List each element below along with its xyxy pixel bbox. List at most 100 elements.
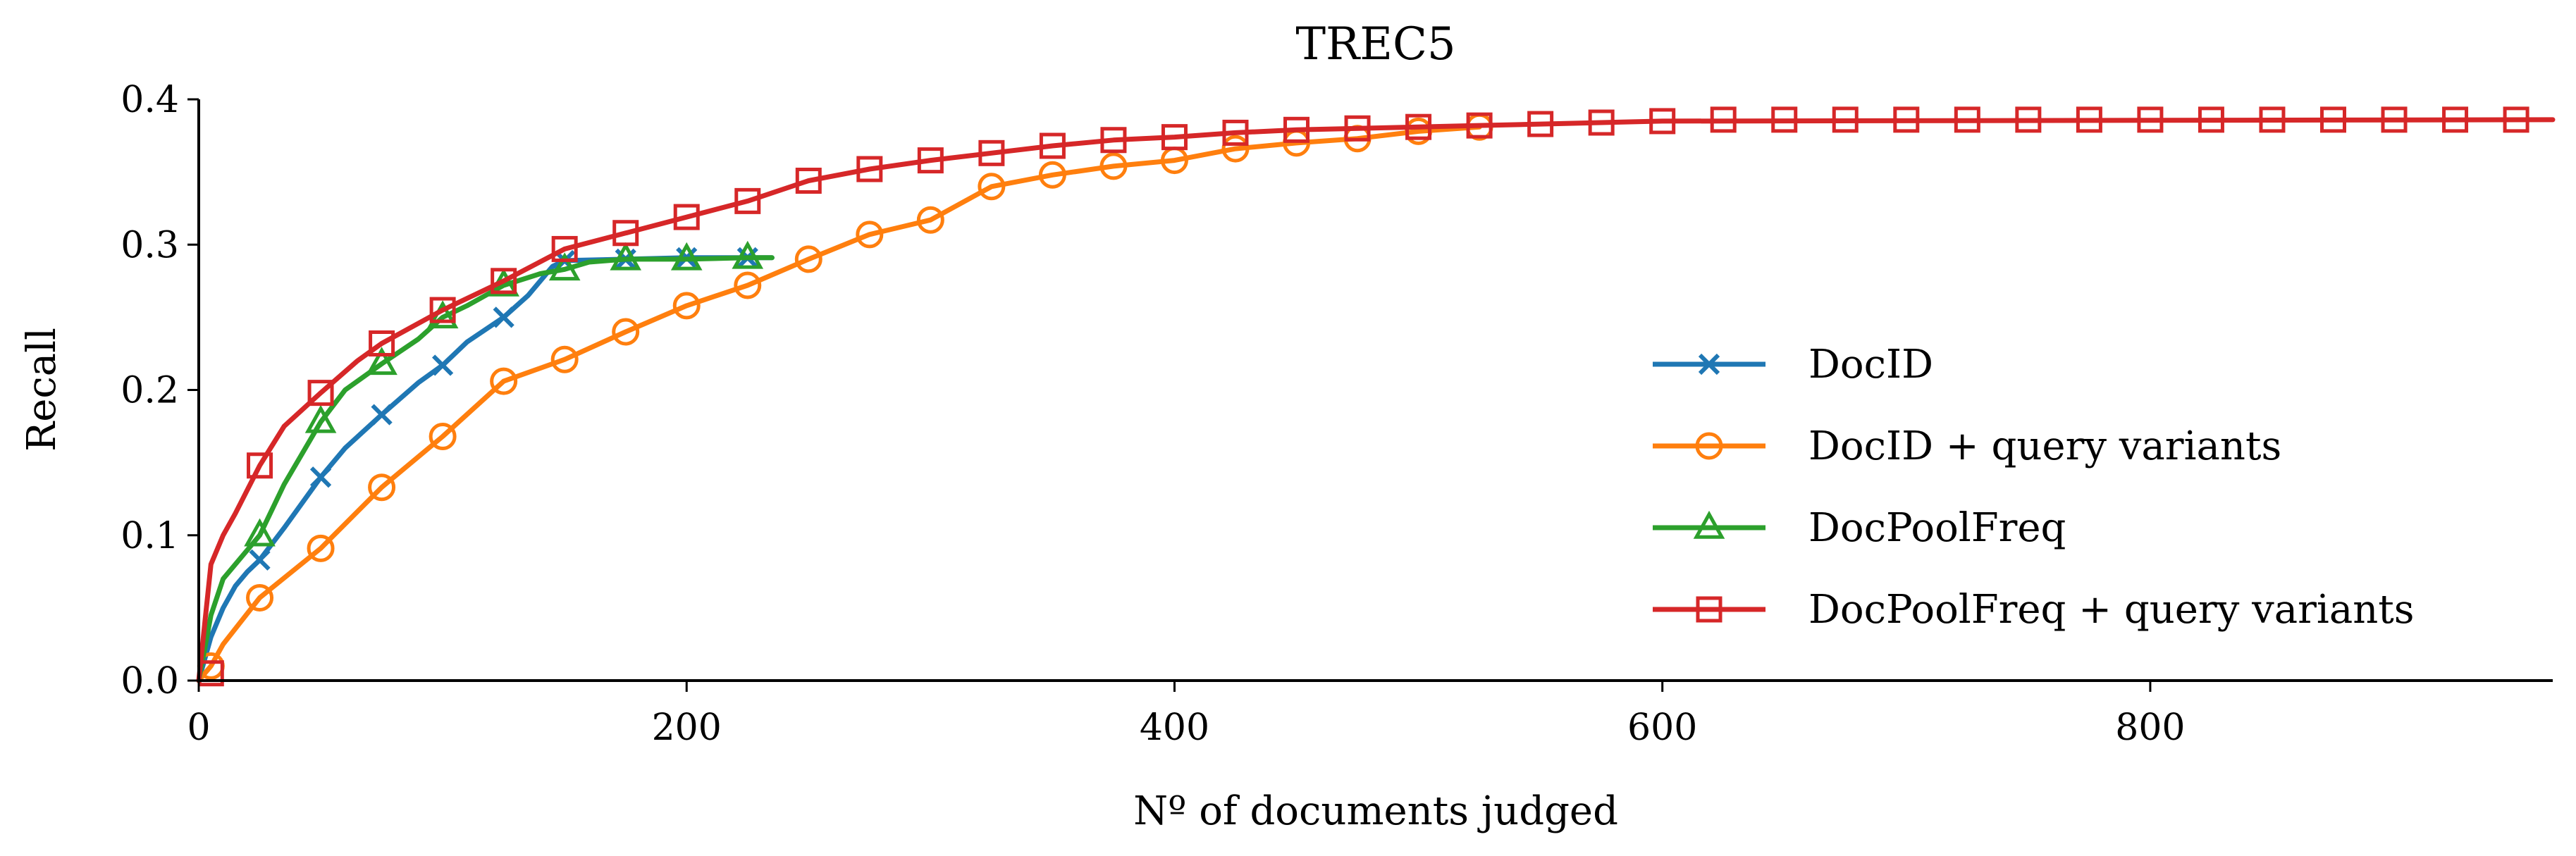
data-point [249, 549, 271, 571]
chart-title: TREC5 [1295, 18, 1455, 70]
legend-label: DocID + query variants [1808, 423, 2281, 469]
y-tick-label: 0.3 [121, 224, 179, 266]
series-layer [196, 106, 2556, 687]
legend-marker [1693, 510, 1725, 539]
data-point [429, 423, 457, 450]
data-point [493, 306, 514, 328]
data-point [368, 473, 396, 502]
data-point [304, 404, 337, 433]
data-point [369, 330, 395, 356]
data-point [2319, 106, 2346, 133]
data-point [2442, 106, 2469, 133]
series-1 [196, 113, 1493, 683]
series-2 [196, 240, 775, 683]
data-point [1039, 132, 1066, 159]
legend-marker [1695, 432, 1723, 460]
data-point [431, 354, 454, 376]
legend-item: DocID [1653, 342, 1933, 387]
data-point [1283, 116, 1310, 143]
data-point [1100, 127, 1127, 154]
data-point [856, 156, 883, 182]
data-point [1649, 108, 1676, 135]
data-point [1527, 111, 1554, 137]
y-tick-label: 0.1 [121, 515, 179, 557]
data-point [551, 235, 578, 262]
y-tick-label: 0.0 [121, 660, 179, 702]
data-point [734, 271, 762, 299]
legend-item: DocPoolFreq + query variants [1653, 587, 2415, 633]
data-point [612, 318, 640, 346]
data-point [548, 252, 581, 281]
series-3 [196, 106, 2556, 687]
legend-label: DocPoolFreq + query variants [1808, 587, 2415, 633]
x-tick-label: 400 [1140, 707, 1209, 749]
x-axis-title: Nº of documents judged [1133, 788, 1618, 834]
x-tick-label: 0 [187, 707, 210, 749]
data-point [491, 268, 517, 294]
data-point [672, 292, 701, 320]
data-point [366, 347, 398, 376]
data-point [2137, 106, 2164, 133]
data-point [2381, 106, 2408, 133]
data-point [612, 220, 639, 247]
legend-label: DocID [1808, 342, 1933, 387]
data-point [1099, 152, 1128, 180]
data-point [307, 534, 335, 562]
legend-marker [1696, 596, 1723, 623]
data-point [673, 204, 700, 230]
data-point [246, 583, 274, 612]
data-point [978, 139, 1005, 166]
data-point [856, 221, 884, 249]
data-point [916, 206, 944, 234]
data-point [307, 380, 334, 407]
data-point [1710, 106, 1737, 133]
data-point [1161, 124, 1188, 151]
data-point [309, 466, 332, 488]
data-point [1222, 119, 1249, 146]
data-point [550, 345, 579, 373]
y-tick-label: 0.2 [121, 370, 179, 412]
data-point [670, 242, 703, 271]
data-point [1832, 106, 1859, 133]
series-line [196, 117, 2556, 683]
legend-marker [1698, 353, 1720, 376]
data-point [1893, 106, 1920, 133]
series-line [196, 255, 775, 683]
data-point [1954, 106, 1980, 133]
data-point [2198, 106, 2224, 133]
y-tick-label: 0.4 [121, 79, 179, 121]
legend-item: DocID + query variants [1653, 423, 2281, 469]
data-point [2015, 106, 2042, 133]
data-point [917, 147, 944, 174]
data-point [1771, 106, 1798, 133]
legend: DocID DocID + query variants DocPoolFreq Do… [1653, 342, 2415, 633]
data-point [795, 168, 822, 194]
legend-item: DocPoolFreq [1653, 505, 2066, 551]
x-tick-label: 600 [1627, 707, 1697, 749]
legend-label: DocPoolFreq [1808, 505, 2066, 551]
data-point [734, 187, 761, 214]
data-point [1588, 109, 1615, 136]
data-point [610, 242, 642, 271]
y-axis-title: Recall [19, 328, 65, 452]
data-point [732, 240, 764, 269]
data-point [978, 173, 1006, 201]
data-point [490, 367, 518, 395]
data-point [1344, 115, 1371, 142]
series-0 [196, 247, 775, 683]
ticks-layer: 0 200 400 600 800 0.0 0.1 0.2 0.3 0.4 [121, 79, 2185, 749]
data-point [244, 518, 276, 547]
data-point [247, 452, 273, 479]
data-point [2076, 106, 2102, 133]
x-tick-label: 200 [652, 707, 722, 749]
data-point [2503, 106, 2529, 133]
data-point [1405, 113, 1432, 140]
data-point [1038, 161, 1066, 189]
data-point [1466, 112, 1493, 139]
data-point [429, 297, 456, 323]
data-point [371, 404, 393, 426]
data-point [1221, 135, 1250, 163]
data-point [2259, 106, 2286, 133]
